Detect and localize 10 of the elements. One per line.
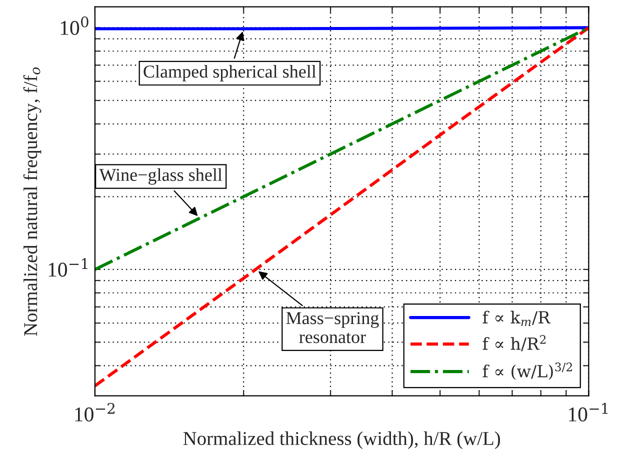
y-tick-label: 10$^{0}$ (60, 16, 88, 35)
x-axis-title: Normalized thickness (width), h/R (w/L) (183, 431, 500, 450)
legend-label: f ∝ (w/L)$^{3/2}$ (482, 362, 572, 380)
x-tick-label: 10$^{−2}$ (75, 402, 114, 422)
legend-label: f ∝ h/R$^{2}$ (482, 335, 546, 352)
annotation: Wine−glass shell (99, 168, 222, 185)
legend-label: f ∝ k$_{m}$/R (482, 310, 551, 326)
annotation: Clamped spherical shell (144, 65, 316, 82)
annotation: Mass−spring resonator (286, 312, 379, 344)
y-axis-title: Normalized natural frequency, f/f$_{o}$ (23, 67, 42, 336)
